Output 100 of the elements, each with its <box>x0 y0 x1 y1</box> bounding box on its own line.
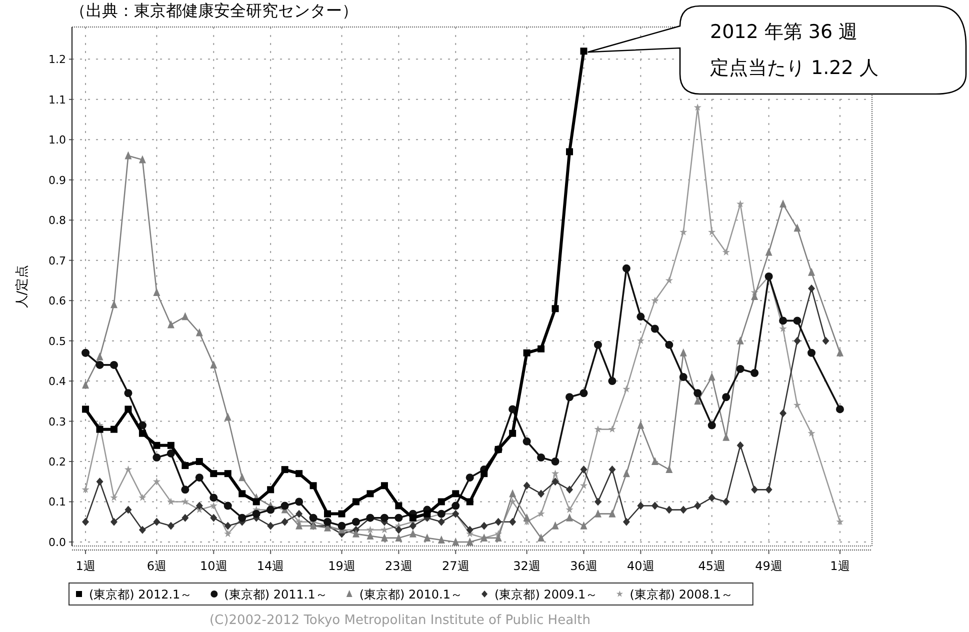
point <box>167 320 174 328</box>
point <box>622 469 630 478</box>
point <box>694 502 702 510</box>
point <box>552 521 559 530</box>
point <box>224 470 232 478</box>
point <box>352 498 360 506</box>
x-tick-label: 45週 <box>698 559 726 573</box>
point <box>622 518 630 526</box>
point <box>309 514 318 522</box>
point <box>750 369 759 377</box>
point <box>96 352 104 360</box>
point <box>438 518 445 526</box>
point <box>566 393 574 402</box>
point <box>438 535 445 544</box>
point <box>694 396 702 405</box>
point <box>636 312 645 321</box>
point <box>210 514 218 522</box>
point <box>736 336 744 344</box>
point <box>793 401 802 408</box>
point <box>522 437 531 446</box>
point <box>650 324 659 333</box>
point <box>580 466 588 474</box>
point <box>110 494 118 501</box>
point <box>124 466 132 473</box>
point <box>466 498 474 506</box>
x-tick-label: 10週 <box>200 559 228 573</box>
point <box>808 268 815 276</box>
legend-label: (東京都) 2012.1～ <box>89 588 192 602</box>
callout: 2012 年第 36 週 定点当たり 1.22 人 <box>587 5 967 95</box>
x-tick-label: 36週 <box>570 559 598 573</box>
point <box>765 486 772 494</box>
point <box>537 453 546 462</box>
point <box>523 513 530 522</box>
legend-label: (東京都) 2010.1～ <box>359 588 463 602</box>
point <box>124 389 132 398</box>
point <box>196 458 203 466</box>
point <box>566 513 574 522</box>
point <box>637 502 644 510</box>
point <box>167 442 174 449</box>
point <box>338 510 346 518</box>
point <box>608 377 616 386</box>
point <box>637 420 644 429</box>
point <box>296 510 303 518</box>
point <box>310 482 317 490</box>
point <box>722 248 730 256</box>
x-tick-label: 1週 <box>76 559 96 573</box>
point <box>182 514 189 522</box>
point <box>96 426 104 433</box>
point <box>252 498 260 506</box>
y-tick-label: 0.7 <box>48 254 66 268</box>
y-tick-label: 0.4 <box>48 375 66 388</box>
point <box>622 385 630 392</box>
point <box>181 486 190 494</box>
point <box>267 486 274 494</box>
point <box>751 486 758 494</box>
x-tick-label: 23週 <box>385 559 412 573</box>
point <box>138 430 146 437</box>
point <box>666 506 673 514</box>
point <box>238 490 246 498</box>
point <box>566 148 574 156</box>
point <box>138 526 146 534</box>
point <box>836 348 844 356</box>
point <box>196 328 203 336</box>
x-tick-label: 1週 <box>830 559 850 573</box>
point <box>167 522 174 530</box>
point <box>608 509 616 518</box>
annotation: 定点当たり 1.22 人 <box>710 57 878 79</box>
y-tick-label: 0.5 <box>48 334 66 348</box>
point <box>765 248 772 256</box>
point <box>153 288 160 296</box>
point <box>82 380 90 389</box>
point <box>808 284 815 293</box>
point <box>124 506 132 514</box>
point <box>394 514 403 522</box>
point <box>110 518 118 526</box>
point <box>480 470 488 478</box>
point <box>751 292 758 300</box>
point <box>82 518 90 526</box>
point <box>195 474 204 482</box>
point <box>580 389 588 398</box>
y-tick-label: 0.0 <box>48 536 66 549</box>
y-tick-label: 0.3 <box>48 415 66 428</box>
point <box>551 458 560 466</box>
point <box>680 506 687 514</box>
point <box>552 305 559 312</box>
point <box>152 453 161 462</box>
point <box>494 518 502 526</box>
point <box>181 498 189 505</box>
point <box>651 502 658 510</box>
point <box>822 336 830 345</box>
point <box>296 470 303 478</box>
point <box>480 522 488 530</box>
point <box>679 373 688 382</box>
point <box>538 345 545 352</box>
point <box>395 526 402 534</box>
point <box>523 349 530 356</box>
point <box>352 529 360 538</box>
point <box>780 409 787 418</box>
point <box>651 296 659 304</box>
point <box>153 518 160 526</box>
